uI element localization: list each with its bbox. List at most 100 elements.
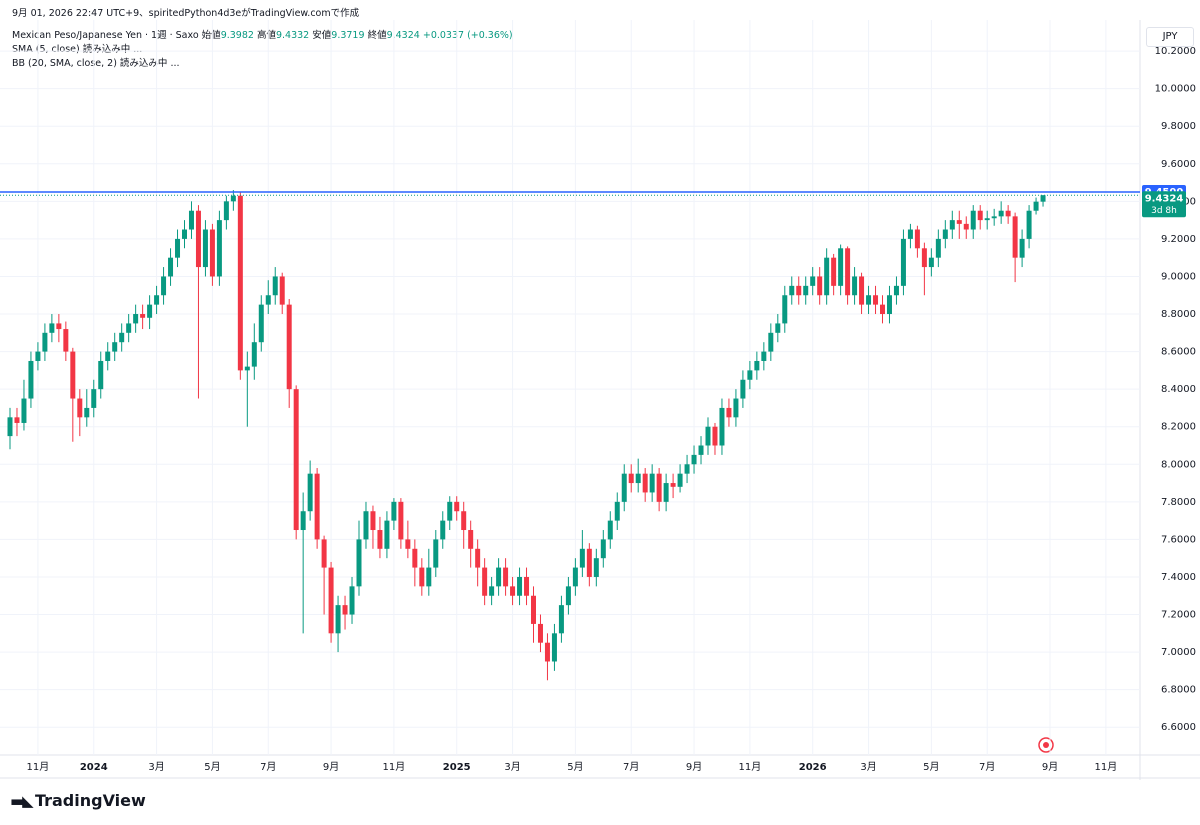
candle-body (628, 473, 634, 484)
last-price-tag (1142, 191, 1186, 218)
candle-body (377, 530, 383, 549)
candle-body (195, 210, 201, 268)
candle-body (279, 276, 285, 305)
candle-body (384, 520, 390, 549)
candle-body (223, 201, 229, 221)
candle-body (49, 323, 55, 333)
candle-body (907, 229, 913, 239)
last-price-label: 9.4324 (1145, 193, 1184, 204)
candle-body (482, 567, 488, 596)
candle-body (105, 351, 111, 361)
candle-body (866, 295, 872, 305)
y-tick-label: 10.2000 (1155, 46, 1196, 57)
x-tick-label: 9月 (1042, 761, 1058, 773)
y-tick-label: 9.8000 (1161, 121, 1196, 132)
y-tick-label: 9.4000 (1161, 196, 1196, 207)
candle-body (461, 511, 467, 531)
candle-body (586, 548, 592, 577)
candle-body (447, 501, 453, 521)
ohlc-value: 9.4324 (386, 30, 420, 41)
candle-body (775, 323, 781, 333)
candle-body (1026, 210, 1032, 239)
candle-body (293, 389, 299, 531)
candle-body (147, 304, 153, 318)
candle-body (496, 567, 502, 587)
candle-body (112, 342, 118, 352)
candle-body (886, 295, 892, 315)
candle-body (426, 567, 432, 587)
candle-body (21, 398, 27, 423)
candle-body (614, 501, 620, 521)
candle-body (551, 633, 557, 662)
candle-body (286, 304, 292, 390)
candle-body (391, 501, 397, 521)
candle-body (412, 548, 418, 568)
y-tick-label: 7.0000 (1161, 647, 1196, 658)
candle-body (182, 229, 187, 239)
indicator: SMA (5, close) 読み込み中 ... (12, 44, 143, 55)
symbol-title: Mexican Peso/Japanese Yen · 1週 · Saxo (12, 30, 199, 41)
candle-body (928, 257, 934, 268)
candle-body (782, 295, 788, 324)
candle-body (558, 605, 564, 634)
candle-body (642, 473, 648, 493)
x-tick-label: 3月 (860, 761, 876, 773)
candle-body (712, 426, 718, 446)
candle-body (154, 295, 160, 305)
candle-body (321, 539, 327, 568)
candle-body (70, 351, 76, 399)
candle-body (433, 539, 439, 568)
candle-body (468, 530, 474, 549)
candle-body (970, 210, 976, 230)
candle-body (921, 248, 927, 268)
x-tick-label: 5月 (204, 761, 220, 773)
x-tick-label: 9月 (323, 761, 339, 773)
candle-body (691, 454, 697, 465)
candle-body (140, 314, 146, 318)
candle-body (705, 426, 711, 446)
candle-body (300, 511, 306, 531)
candle-body (656, 473, 662, 502)
x-tick-label: 3月 (504, 761, 520, 773)
event-icon-dot (1043, 742, 1049, 748)
candle-body (914, 229, 920, 249)
candle-body (761, 351, 767, 361)
x-tick-label: 11月 (383, 761, 406, 773)
candle-body (258, 304, 264, 343)
event-icon[interactable] (1038, 737, 1054, 753)
price-line-label: 9.4500 (1145, 187, 1184, 198)
candle-body (963, 223, 969, 230)
candle-body (237, 195, 243, 371)
candle-body (565, 586, 571, 606)
candle-body (873, 295, 879, 305)
candle-body (119, 332, 125, 343)
ohlc-value: 9.3982 (220, 30, 254, 41)
x-tick-label: 2024 (80, 762, 108, 773)
candle-body (935, 238, 941, 258)
candle-body (349, 586, 355, 615)
candle-body (1040, 195, 1046, 202)
candle-body (942, 229, 948, 239)
currency-button[interactable]: JPY (1146, 27, 1194, 47)
candle-body (307, 473, 313, 512)
candle-body (998, 210, 1004, 217)
candle-body (537, 623, 543, 643)
candle-body (1012, 216, 1018, 258)
y-tick-label: 10.0000 (1155, 84, 1196, 95)
candle-body (188, 210, 194, 230)
candle-body (663, 483, 669, 502)
y-tick-label: 8.0000 (1161, 459, 1196, 470)
candle-body (621, 473, 627, 502)
x-tick-label: 11月 (27, 761, 50, 773)
y-tick-label: 9.2000 (1161, 234, 1196, 245)
candle-body (489, 586, 495, 596)
candle-body (789, 285, 795, 296)
candle-body (42, 332, 48, 352)
ohlc-label: 高値 (256, 30, 276, 41)
candle-body (900, 238, 906, 286)
candle-body (991, 216, 997, 219)
candle-body (740, 379, 746, 399)
candle-body (677, 473, 683, 487)
change: +0.0337 (+0.36%) (422, 30, 513, 41)
y-tick-label: 9.0000 (1161, 271, 1196, 282)
